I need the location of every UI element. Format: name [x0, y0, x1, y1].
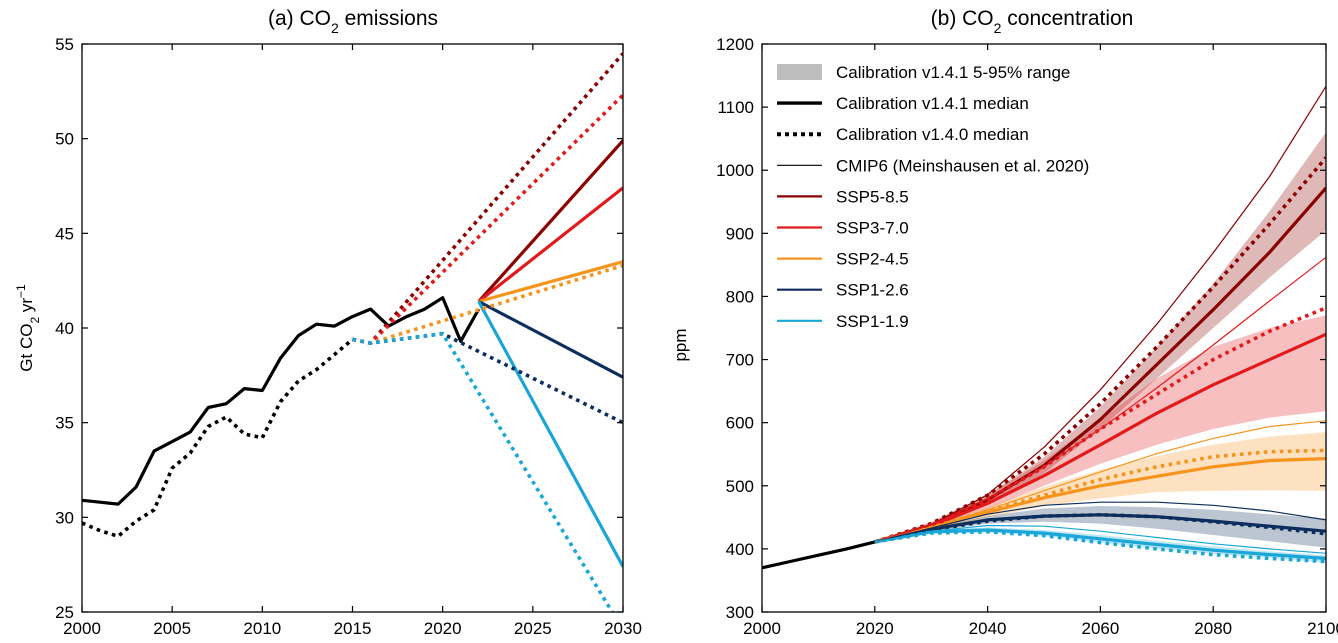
legend-label: SSP2-4.5: [836, 250, 909, 269]
panel-b-axes: 2000 2020 2040 2060 2080 2100 300 400 500 600 700 8…: [716, 35, 1338, 638]
y-tick-label: 700: [726, 351, 754, 370]
panel-b-plot-area: [762, 85, 1326, 570]
y-tick-label: 900: [726, 224, 754, 243]
legend-swatch: [777, 64, 822, 80]
series-ssp370_v141: [477, 186, 623, 303]
x-tick-label: 2000: [743, 619, 781, 638]
series-ssp245_v141: [478, 260, 623, 304]
y-tick-label: 30: [55, 508, 74, 527]
legend-label: Calibration v1.4.1 5-95% range: [836, 63, 1070, 82]
panel-a-axes: 2000 2005 2010 2015 2020 2025 2030 25 30 35 40 45 50…: [55, 35, 642, 638]
y-tick-label: 1000: [716, 161, 754, 180]
x-tick-label: 2010: [243, 619, 281, 638]
x-tick-label: 2060: [1081, 619, 1119, 638]
y-tick-label: 35: [55, 414, 74, 433]
series-hist_median: [762, 540, 876, 570]
panel-a-title: (a) CO2 emissions: [268, 7, 438, 36]
series-ssp245_v141: [874, 457, 1326, 544]
series-ssp245_v140: [352, 263, 623, 345]
series-ssp370_cmip6: [874, 256, 1326, 543]
panel-a-ylabel: Gt CO2 yr−1: [14, 284, 42, 372]
y-tick-label: 500: [726, 477, 754, 496]
y-tick-label: 800: [726, 287, 754, 306]
y-tick-label: 400: [726, 540, 754, 559]
series-ssp119_v140: [874, 529, 1326, 564]
x-tick-label: 2020: [856, 619, 894, 638]
series-hist_v140: [82, 338, 354, 539]
x-tick-label: 2000: [63, 619, 101, 638]
series-ssp126_cmip6: [874, 501, 1326, 543]
x-tick-label: 2100: [1307, 619, 1338, 638]
panel-concentration: (b) CO2 concentration ppm 2000 2020 2040 20…: [671, 7, 1338, 638]
x-tick-label: 2005: [153, 619, 191, 638]
series-ssp585_v141: [477, 139, 623, 303]
series-hist_v141: [82, 296, 481, 506]
x-tick-label: 2025: [514, 619, 552, 638]
y-tick-label: 600: [726, 414, 754, 433]
panel-b-title: (b) CO2 concentration: [931, 7, 1134, 36]
axes-frame: [761, 43, 1327, 613]
x-tick-label: 2040: [969, 619, 1007, 638]
legend-label: SSP5-8.5: [836, 187, 909, 206]
series-ssp119_v140: [352, 331, 614, 612]
legend-label: Calibration v1.4.0 median: [836, 125, 1029, 144]
series-ssp126_v140: [874, 512, 1326, 544]
y-tick-label: 40: [55, 319, 74, 338]
series-ssp119_cmip6: [874, 524, 1326, 554]
y-tick-label: 1200: [716, 35, 754, 54]
legend-label: SSP1-1.9: [836, 312, 909, 331]
x-tick-label: 2030: [604, 619, 642, 638]
y-tick-label: 45: [55, 224, 74, 243]
legend-label: CMIP6 (Meinshausen et al. 2020): [836, 156, 1089, 175]
band-ssp126: [874, 506, 1326, 548]
y-tick-label: 25: [55, 603, 74, 622]
panel-emissions: (a) CO2 emissions Gt CO2 yr−1 2000 2005 20…: [14, 7, 642, 638]
series-ssp245_cmip6: [874, 420, 1326, 543]
series-ssp119_v141: [874, 528, 1326, 560]
series-ssp370_v141: [874, 332, 1326, 544]
legend-label: SSP3-7.0: [836, 219, 909, 238]
series-ssp585_cmip6: [874, 85, 1326, 543]
series-ssp245_v140: [874, 448, 1326, 544]
series-ssp126_v141: [477, 300, 623, 379]
y-tick-label: 1100: [717, 98, 754, 117]
panel-a-plot-area: [82, 52, 623, 612]
legend: Calibration v1.4.1 5-95% range Calibratio…: [777, 63, 1089, 331]
y-tick-label: 300: [726, 603, 754, 622]
x-tick-label: 2015: [334, 619, 372, 638]
y-tick-label: 50: [55, 130, 74, 149]
x-tick-label: 2080: [1194, 619, 1232, 638]
legend-label: Calibration v1.4.1 median: [836, 94, 1029, 113]
series-ssp119_v141: [477, 300, 623, 568]
legend-label: SSP1-2.6: [836, 281, 909, 300]
axes-frame: [81, 43, 624, 613]
x-tick-label: 2020: [424, 619, 462, 638]
panel-b-ylabel: ppm: [671, 328, 690, 361]
y-tick-label: 55: [55, 35, 74, 54]
